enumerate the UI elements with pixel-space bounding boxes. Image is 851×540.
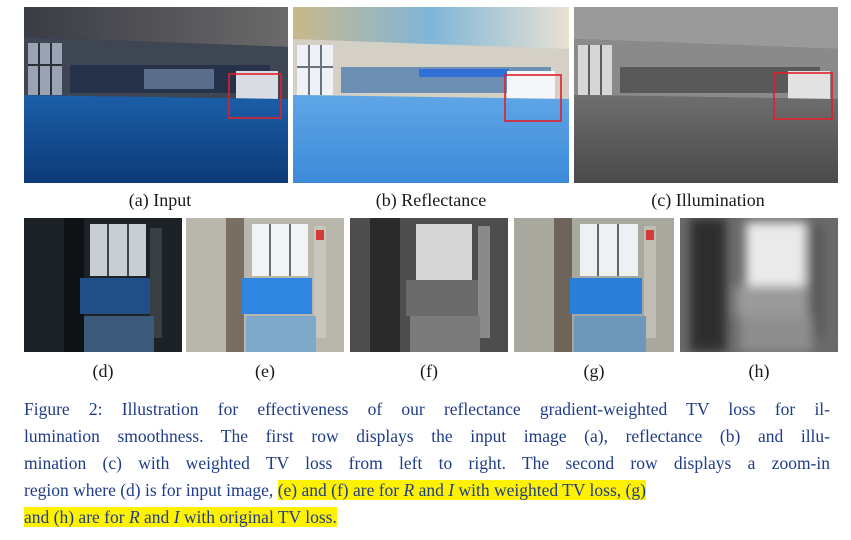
reflectance-image: [293, 7, 569, 183]
illumination-image: [574, 7, 838, 183]
zoom-image-f: [350, 218, 508, 352]
caption-line-5: and (h) are for R and I with original TV…: [24, 504, 830, 531]
figure-caption: Figure 2: Illustration for effectiveness…: [24, 396, 830, 531]
zoom-image-h: [680, 218, 838, 352]
zoom-box: [504, 74, 562, 122]
caption-e: (e): [255, 361, 275, 381]
caption-line-2: lumination smoothness. The first row dis…: [24, 426, 830, 446]
caption-line-4: region where (d) is for input image, (e)…: [24, 477, 830, 504]
zoom-box: [228, 73, 282, 119]
caption-line-1: Figure 2: Illustration for effectiveness…: [24, 399, 830, 419]
highlighted-text: (e) and (f) are for R and I with weighte…: [277, 480, 646, 500]
caption-b: (b) Reflectance: [375, 190, 487, 210]
input-image: [24, 7, 288, 183]
caption-c: (c) Illumination: [651, 190, 765, 210]
zoom-box: [773, 72, 833, 120]
caption-line-4-plain: region where (d) is for input image,: [24, 480, 278, 500]
caption-d: (d): [92, 361, 114, 381]
caption-line-3: mination (c) with weighted TV loss from …: [24, 453, 830, 473]
zoom-image-g: [514, 218, 674, 352]
highlighted-text: and (h) are for R and I with original TV…: [24, 507, 337, 527]
caption-h: (h): [748, 361, 770, 381]
caption-f: (f): [420, 361, 438, 381]
zoom-image-e: [186, 218, 344, 352]
zoom-image-d: [24, 218, 182, 352]
caption-a: (a) Input: [128, 190, 192, 210]
caption-g: (g): [583, 361, 605, 381]
